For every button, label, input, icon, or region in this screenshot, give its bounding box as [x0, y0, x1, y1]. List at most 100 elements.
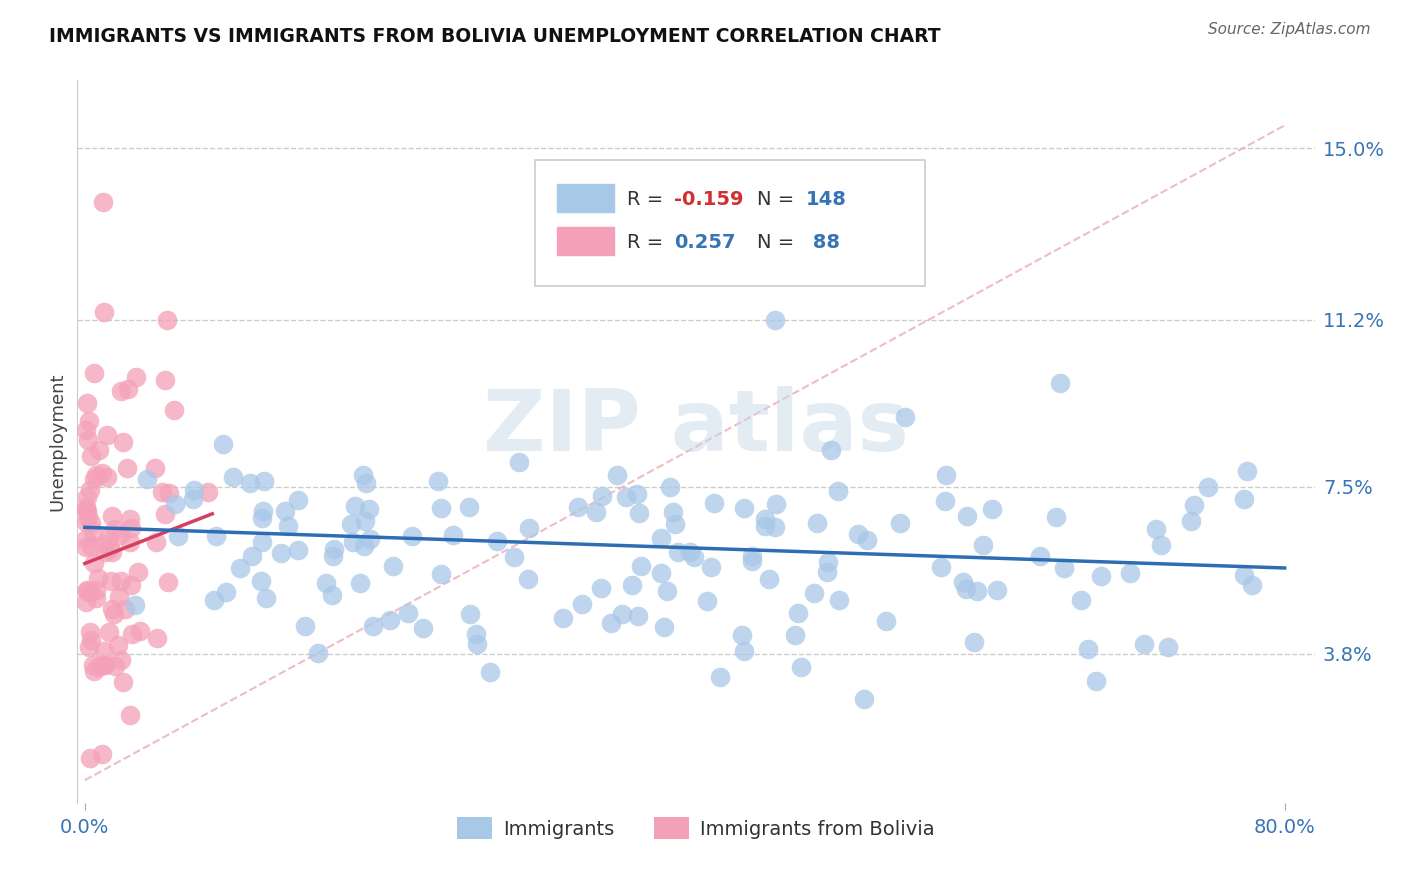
Point: [683, 549, 706, 564]
Point: [567, 500, 589, 514]
Point: [349, 576, 371, 591]
Point: [82, 658, 104, 673]
Point: [657, 584, 679, 599]
Point: [1236, 464, 1258, 478]
Point: [121, 626, 143, 640]
Point: [815, 565, 838, 579]
Point: [606, 468, 628, 483]
Point: [249, 574, 271, 588]
Point: [703, 496, 725, 510]
Point: [610, 607, 633, 621]
Point: [75, 540, 97, 554]
Text: R =: R =: [627, 234, 669, 252]
Point: [516, 572, 538, 586]
Point: [650, 531, 672, 545]
Point: [591, 489, 613, 503]
Point: [110, 653, 132, 667]
Point: [571, 597, 593, 611]
Point: [709, 670, 731, 684]
Point: [664, 517, 686, 532]
Text: R =: R =: [627, 190, 669, 209]
Point: [77, 640, 100, 655]
Point: [627, 609, 650, 624]
Point: [135, 472, 157, 486]
Point: [733, 644, 755, 658]
Point: [553, 611, 575, 625]
Point: [929, 559, 952, 574]
Point: [110, 384, 132, 399]
Point: [75, 595, 97, 609]
Point: [441, 528, 464, 542]
Point: [517, 521, 540, 535]
Point: [952, 574, 974, 589]
Point: [155, 507, 177, 521]
Point: [79, 750, 101, 764]
Point: [96, 428, 118, 442]
Point: [353, 539, 375, 553]
Point: [228, 561, 250, 575]
Point: [465, 637, 488, 651]
Point: [817, 555, 839, 569]
Point: [222, 470, 245, 484]
Text: N =: N =: [756, 190, 800, 209]
Point: [80, 540, 103, 554]
Point: [215, 585, 238, 599]
Point: [112, 434, 135, 449]
Point: [1197, 479, 1219, 493]
Point: [76, 584, 98, 599]
Point: [1090, 569, 1112, 583]
Point: [277, 519, 299, 533]
Point: [87, 442, 110, 457]
Point: [82, 525, 104, 540]
Text: N =: N =: [756, 234, 800, 252]
Point: [166, 528, 188, 542]
Point: [827, 483, 849, 498]
Point: [100, 574, 122, 589]
Point: [100, 509, 122, 524]
Point: [165, 498, 187, 512]
Point: [110, 574, 132, 588]
Point: [75, 532, 97, 546]
Point: [120, 578, 142, 592]
Point: [75, 503, 97, 517]
Point: [352, 467, 374, 482]
Point: [315, 576, 337, 591]
Point: [630, 559, 652, 574]
Point: [103, 607, 125, 621]
Point: [875, 614, 897, 628]
Point: [508, 455, 530, 469]
Point: [83, 472, 105, 486]
Point: [83, 366, 105, 380]
Point: [101, 602, 124, 616]
Point: [250, 535, 273, 549]
Y-axis label: Unemployment: Unemployment: [48, 372, 66, 511]
Point: [1233, 567, 1256, 582]
Point: [156, 313, 179, 327]
Text: -0.159: -0.159: [673, 190, 744, 209]
Point: [344, 499, 367, 513]
Point: [86, 582, 108, 597]
Point: [253, 474, 276, 488]
Point: [856, 533, 879, 548]
Point: [361, 619, 384, 633]
FancyBboxPatch shape: [557, 184, 614, 211]
Point: [626, 487, 648, 501]
Point: [108, 527, 131, 541]
Point: [75, 424, 97, 438]
Point: [733, 501, 755, 516]
Point: [322, 542, 344, 557]
Point: [118, 535, 141, 549]
Point: [658, 480, 681, 494]
Point: [77, 509, 100, 524]
Point: [986, 582, 1008, 597]
Point: [1144, 522, 1167, 536]
Point: [955, 582, 977, 596]
Point: [94, 544, 117, 558]
Point: [87, 659, 110, 673]
Point: [820, 442, 842, 457]
Point: [628, 506, 651, 520]
Point: [76, 395, 98, 409]
Point: [412, 621, 434, 635]
Point: [101, 545, 124, 559]
Point: [1133, 637, 1156, 651]
